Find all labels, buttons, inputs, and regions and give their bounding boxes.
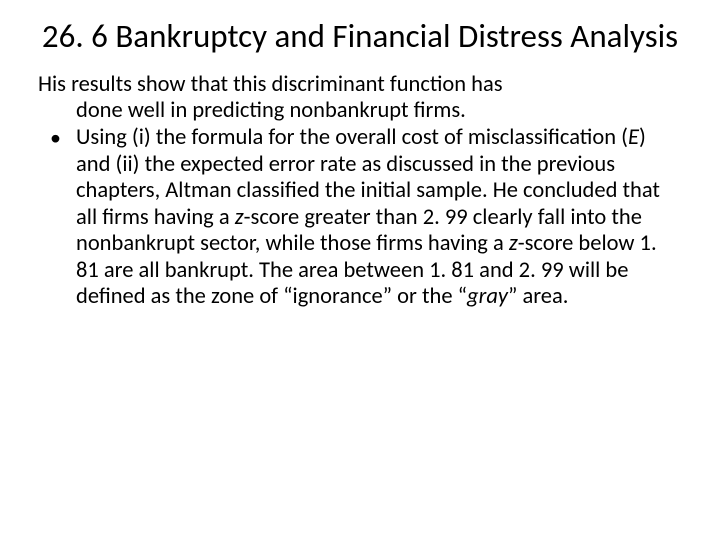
text-segment-5: ” area. (508, 283, 568, 310)
bullet-marker: • (50, 125, 76, 311)
italic-gray: gray (467, 283, 508, 310)
italic-z-2: z (509, 230, 518, 257)
paragraph-1: His results show that this discriminant … (38, 72, 682, 125)
bullet-item-1: • Using (i) the formula for the overall … (38, 125, 682, 311)
text-segment-1: Using (i) the formula for the overall co… (76, 124, 628, 151)
italic-z-1: z (235, 204, 244, 231)
italic-E: E (628, 124, 639, 151)
bullet-text: Using (i) the formula for the overall co… (76, 125, 682, 311)
slide-title: 26. 6 Bankruptcy and Financial Distress … (38, 18, 682, 56)
para1-text-line2: done well in predicting nonbankrupt firm… (38, 97, 466, 124)
slide-content: His results show that this discriminant … (38, 72, 682, 311)
para1-text-line1: His results show that this discriminant … (38, 71, 503, 98)
